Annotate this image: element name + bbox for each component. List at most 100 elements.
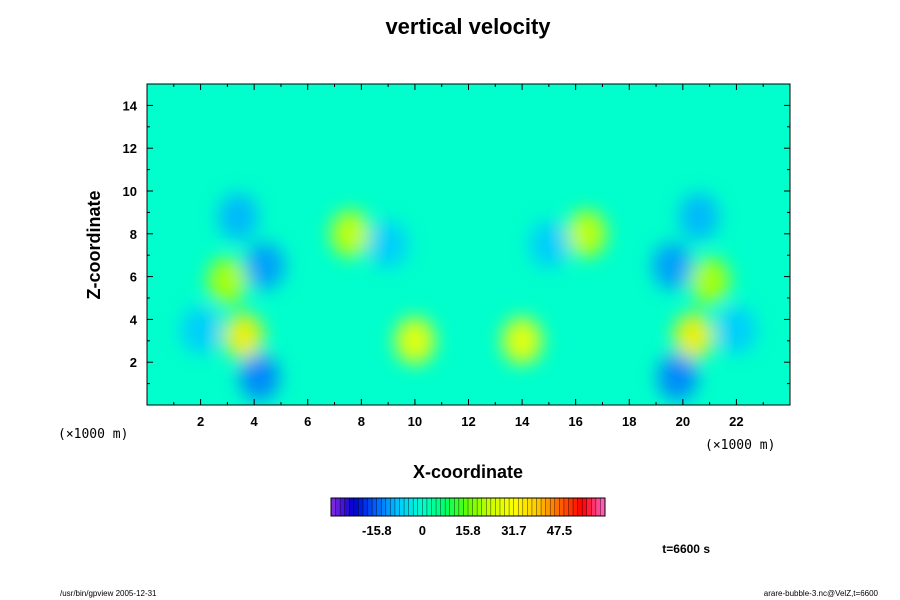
y-tick-label: 14 (123, 98, 138, 113)
colorbar-swatch (440, 498, 446, 516)
x-tick-label: 22 (729, 414, 743, 429)
colorbar-swatch (545, 498, 551, 516)
colorbar-swatch (568, 498, 574, 516)
y-tick-label: 12 (123, 141, 137, 156)
colorbar-swatch (422, 498, 428, 516)
colorbar-swatch (518, 498, 524, 516)
colorbar-swatch (504, 498, 510, 516)
colorbar-swatch (399, 498, 405, 516)
colorbar-swatch (468, 498, 474, 516)
colorbar-swatch (436, 498, 442, 516)
updraft-region (394, 317, 436, 365)
colorbar-swatch (344, 498, 350, 516)
colorbar-swatch (486, 498, 492, 516)
x-tick-label: 18 (622, 414, 636, 429)
colorbar-swatch (431, 498, 437, 516)
chart-title: vertical velocity (385, 14, 551, 39)
y-tick-label: 4 (130, 312, 138, 327)
colorbar-swatch (536, 498, 542, 516)
colorbar-swatch (595, 498, 601, 516)
y-tick-label: 8 (130, 227, 137, 242)
colorbar-tick-label: 47.5 (547, 523, 572, 538)
footer-command-label: /usr/bin/gpview 2005-12-31 (60, 589, 157, 598)
colorbar-swatch (340, 498, 346, 516)
downdraft-region (678, 193, 720, 241)
y-axis: 2 4 6 8 10 12 14 (123, 98, 790, 385)
colorbar-swatch (335, 498, 341, 516)
colorbar-swatch (481, 498, 487, 516)
downdraft-region (368, 220, 409, 269)
x-tick-label: 2 (197, 414, 204, 429)
updraft-region (223, 312, 264, 361)
footer-source-label: arare-bubble-3.nc@VelZ,t=6600 (763, 589, 878, 598)
x-tick-label: 6 (304, 414, 311, 429)
colorbar-swatch (454, 498, 460, 516)
colorbar-swatch (531, 498, 537, 516)
updraft-region (673, 312, 714, 361)
colorbar-swatch (582, 498, 588, 516)
colorbar-swatch (353, 498, 359, 516)
colorbar-swatch (358, 498, 364, 516)
colorbar-swatch (600, 498, 606, 516)
colorbar-swatch (472, 498, 478, 516)
colorbar-swatch (550, 498, 556, 516)
colorbar-swatch (577, 498, 583, 516)
colorbar-swatch (417, 498, 423, 516)
colorbar-swatch (394, 498, 400, 516)
colorbar-swatch (495, 498, 501, 516)
colorbar-swatch (463, 498, 469, 516)
x-tick-label: 16 (568, 414, 582, 429)
downdraft-region (239, 353, 280, 401)
colorbar-swatch (591, 498, 597, 516)
colorbar-swatch (367, 498, 373, 516)
downdraft-region (657, 353, 698, 401)
updraft-region (689, 257, 730, 305)
colorbar-swatch (586, 498, 592, 516)
colorbar-swatch (449, 498, 455, 516)
downdraft-region (652, 242, 693, 290)
x-tick-label: 12 (461, 414, 475, 429)
x-tick-label: 14 (515, 414, 530, 429)
updraft-region (501, 317, 543, 365)
colorbar-swatch (554, 498, 560, 516)
updraft-region (330, 210, 371, 258)
colorbar-tick-label: 15.8 (455, 523, 480, 538)
x-axis: 2 4 6 8 10 12 14 16 18 20 22 (173, 84, 764, 429)
colorbar-swatch (573, 498, 579, 516)
x-tick-label: 4 (251, 414, 259, 429)
colorbar-swatch (458, 498, 464, 516)
y-tick-label: 2 (130, 355, 137, 370)
colorbar-swatch (349, 498, 355, 516)
colorbar-swatch (522, 498, 528, 516)
downdraft-region (244, 242, 285, 290)
downdraft-region (180, 306, 221, 354)
x-tick-label: 10 (408, 414, 422, 429)
velocity-field (147, 84, 790, 405)
colorbar-swatch (381, 498, 387, 516)
updraft-region (566, 210, 607, 258)
y-units-label: (×1000 m) (58, 427, 128, 442)
colorbar-swatch (499, 498, 506, 516)
colorbar-swatch (376, 498, 382, 516)
colorbar-swatch (408, 498, 414, 516)
colorbar-tick-label: 0 (419, 523, 426, 538)
colorbar-swatch (390, 498, 396, 516)
x-tick-label: 8 (358, 414, 365, 429)
colorbar-swatch (541, 498, 547, 516)
x-units-label: (×1000 m) (705, 438, 775, 453)
colorbar-tick-label: -15.8 (362, 523, 392, 538)
colorbar-tick-label: 31.7 (501, 523, 526, 538)
colorbar-swatch (426, 498, 432, 516)
colorbar-swatch (404, 498, 410, 516)
colorbar-swatch (509, 498, 515, 516)
downdraft-region (528, 220, 569, 269)
colorbar-swatch (563, 498, 569, 516)
colorbar-swatch (513, 498, 519, 516)
y-axis-title: Z-coordinate (84, 190, 104, 299)
x-axis-title: X-coordinate (413, 462, 523, 482)
colorbar-frame (330, 497, 606, 517)
colorbar-swatch (413, 498, 419, 516)
colorbar-swatch (372, 498, 378, 516)
colorbar-swatch (559, 498, 565, 516)
colorbar-swatch (385, 498, 391, 516)
